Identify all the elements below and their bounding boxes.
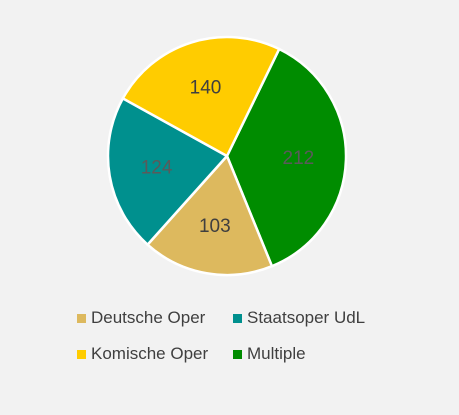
legend-label-multiple: Multiple <box>247 344 306 363</box>
pie-labels: 212 103 124 140 <box>141 77 314 236</box>
pie-slice-staatsoper-udl <box>106 97 229 246</box>
pie-slices <box>106 35 348 277</box>
legend-swatch-staatsoper-udl <box>233 313 242 323</box>
pie-slice-deutsche-oper <box>146 154 274 277</box>
legend-item-multiple: Multiple <box>233 343 407 365</box>
pie-value-label-deutsche-oper: 103 <box>199 216 231 237</box>
pie-slice-multiple <box>225 47 348 268</box>
legend-item-deutsche-oper: Deutsche Oper <box>77 307 233 329</box>
legend-swatch-deutsche-oper <box>77 313 86 323</box>
legend-label-komische-oper: Komische Oper <box>91 344 209 363</box>
pie-slice-komische-oper <box>121 35 281 158</box>
pie-value-label-multiple: 212 <box>283 148 315 169</box>
legend-swatch-komische-oper <box>77 349 86 359</box>
pie-value-label-komische-oper: 140 <box>190 77 222 98</box>
legend-label-staatsoper-udl: Staatsoper UdL <box>247 308 366 327</box>
chart-legend: Deutsche Oper Staatsoper UdL Komische Op… <box>77 307 407 365</box>
legend-swatch-multiple <box>233 349 242 359</box>
legend-item-komische-oper: Komische Oper <box>77 343 233 365</box>
pie-value-label-staatsoper-udl: 124 <box>141 157 173 178</box>
legend-item-staatsoper-udl: Staatsoper UdL <box>233 307 407 329</box>
legend-label-deutsche-oper: Deutsche Oper <box>91 308 206 327</box>
